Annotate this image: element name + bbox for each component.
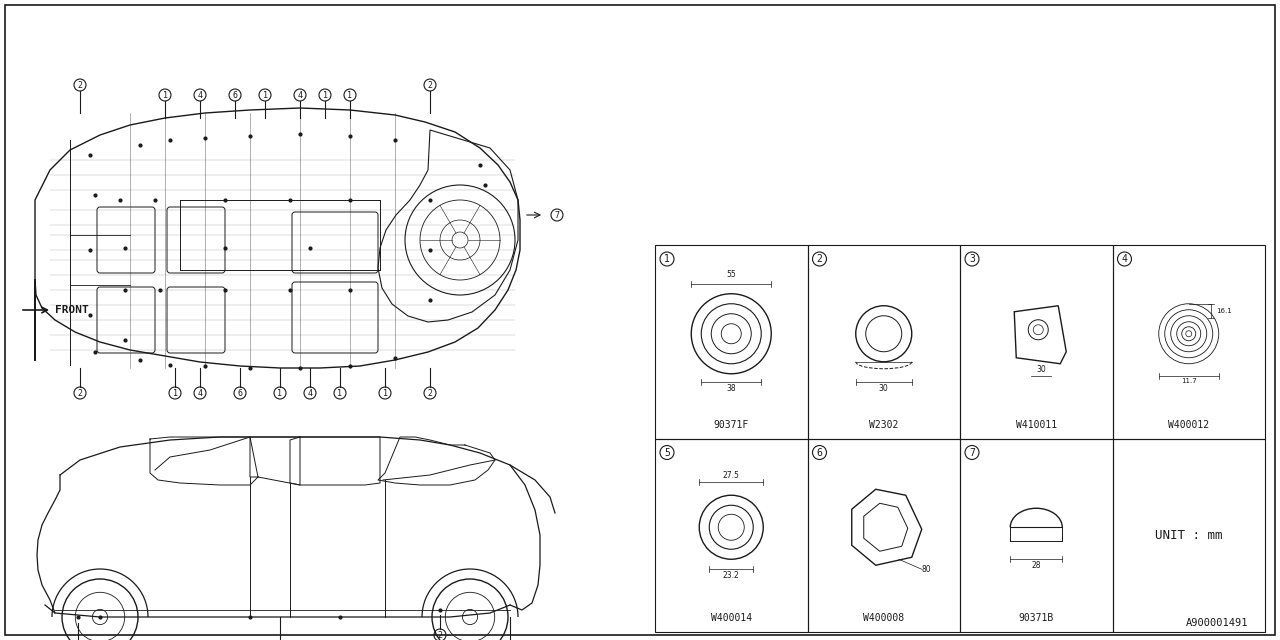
- Text: 30: 30: [879, 384, 888, 393]
- Bar: [655, 438, 808, 632]
- Bar: [1112, 438, 1265, 632]
- Bar: [960, 438, 1112, 632]
- Text: 4: 4: [1121, 254, 1128, 264]
- Text: W400012: W400012: [1169, 419, 1210, 429]
- Text: 38: 38: [727, 384, 736, 393]
- Text: 6: 6: [233, 90, 238, 99]
- Text: 27.5: 27.5: [723, 471, 740, 480]
- Text: 3: 3: [969, 254, 975, 264]
- Text: 4: 4: [197, 388, 202, 397]
- Text: W400014: W400014: [710, 613, 751, 623]
- Text: 90371F: 90371F: [714, 419, 749, 429]
- Text: 1: 1: [173, 388, 178, 397]
- Text: 2: 2: [428, 388, 433, 397]
- Bar: [1112, 245, 1265, 438]
- Text: 1: 1: [262, 90, 268, 99]
- Bar: [655, 245, 808, 438]
- Text: 1: 1: [163, 90, 168, 99]
- Text: 80: 80: [922, 564, 932, 573]
- Text: 5: 5: [664, 447, 669, 458]
- Text: 6: 6: [817, 447, 823, 458]
- Text: 4: 4: [297, 90, 302, 99]
- Text: 2: 2: [817, 254, 823, 264]
- Text: 11.7: 11.7: [1181, 378, 1197, 384]
- Text: FRONT: FRONT: [55, 305, 88, 315]
- Text: 6: 6: [238, 388, 242, 397]
- Text: 55: 55: [726, 269, 736, 279]
- Text: W400008: W400008: [863, 613, 904, 623]
- Text: W410011: W410011: [1016, 419, 1057, 429]
- Text: 1: 1: [278, 388, 283, 397]
- Bar: [808, 245, 960, 438]
- Text: 16.1: 16.1: [1216, 308, 1231, 314]
- Text: 1: 1: [338, 388, 343, 397]
- Text: 1: 1: [323, 90, 328, 99]
- Text: 2: 2: [78, 388, 82, 397]
- Text: 30: 30: [1037, 365, 1046, 374]
- Text: UNIT : mm: UNIT : mm: [1155, 529, 1222, 541]
- Text: 2: 2: [78, 81, 82, 90]
- Text: 23.2: 23.2: [723, 572, 740, 580]
- Text: 1: 1: [383, 388, 388, 397]
- Text: 1: 1: [664, 254, 669, 264]
- Text: 2: 2: [428, 81, 433, 90]
- Text: 1: 1: [347, 90, 352, 99]
- Text: 7: 7: [969, 447, 975, 458]
- Text: W2302: W2302: [869, 419, 899, 429]
- Text: 4: 4: [307, 388, 312, 397]
- Text: 2: 2: [438, 630, 443, 639]
- Text: 7: 7: [554, 211, 559, 220]
- Text: 90371B: 90371B: [1019, 613, 1053, 623]
- Bar: [808, 438, 960, 632]
- Text: 4: 4: [197, 90, 202, 99]
- Text: A900001491: A900001491: [1185, 618, 1248, 628]
- Text: 28: 28: [1032, 561, 1041, 570]
- Bar: [960, 245, 1112, 438]
